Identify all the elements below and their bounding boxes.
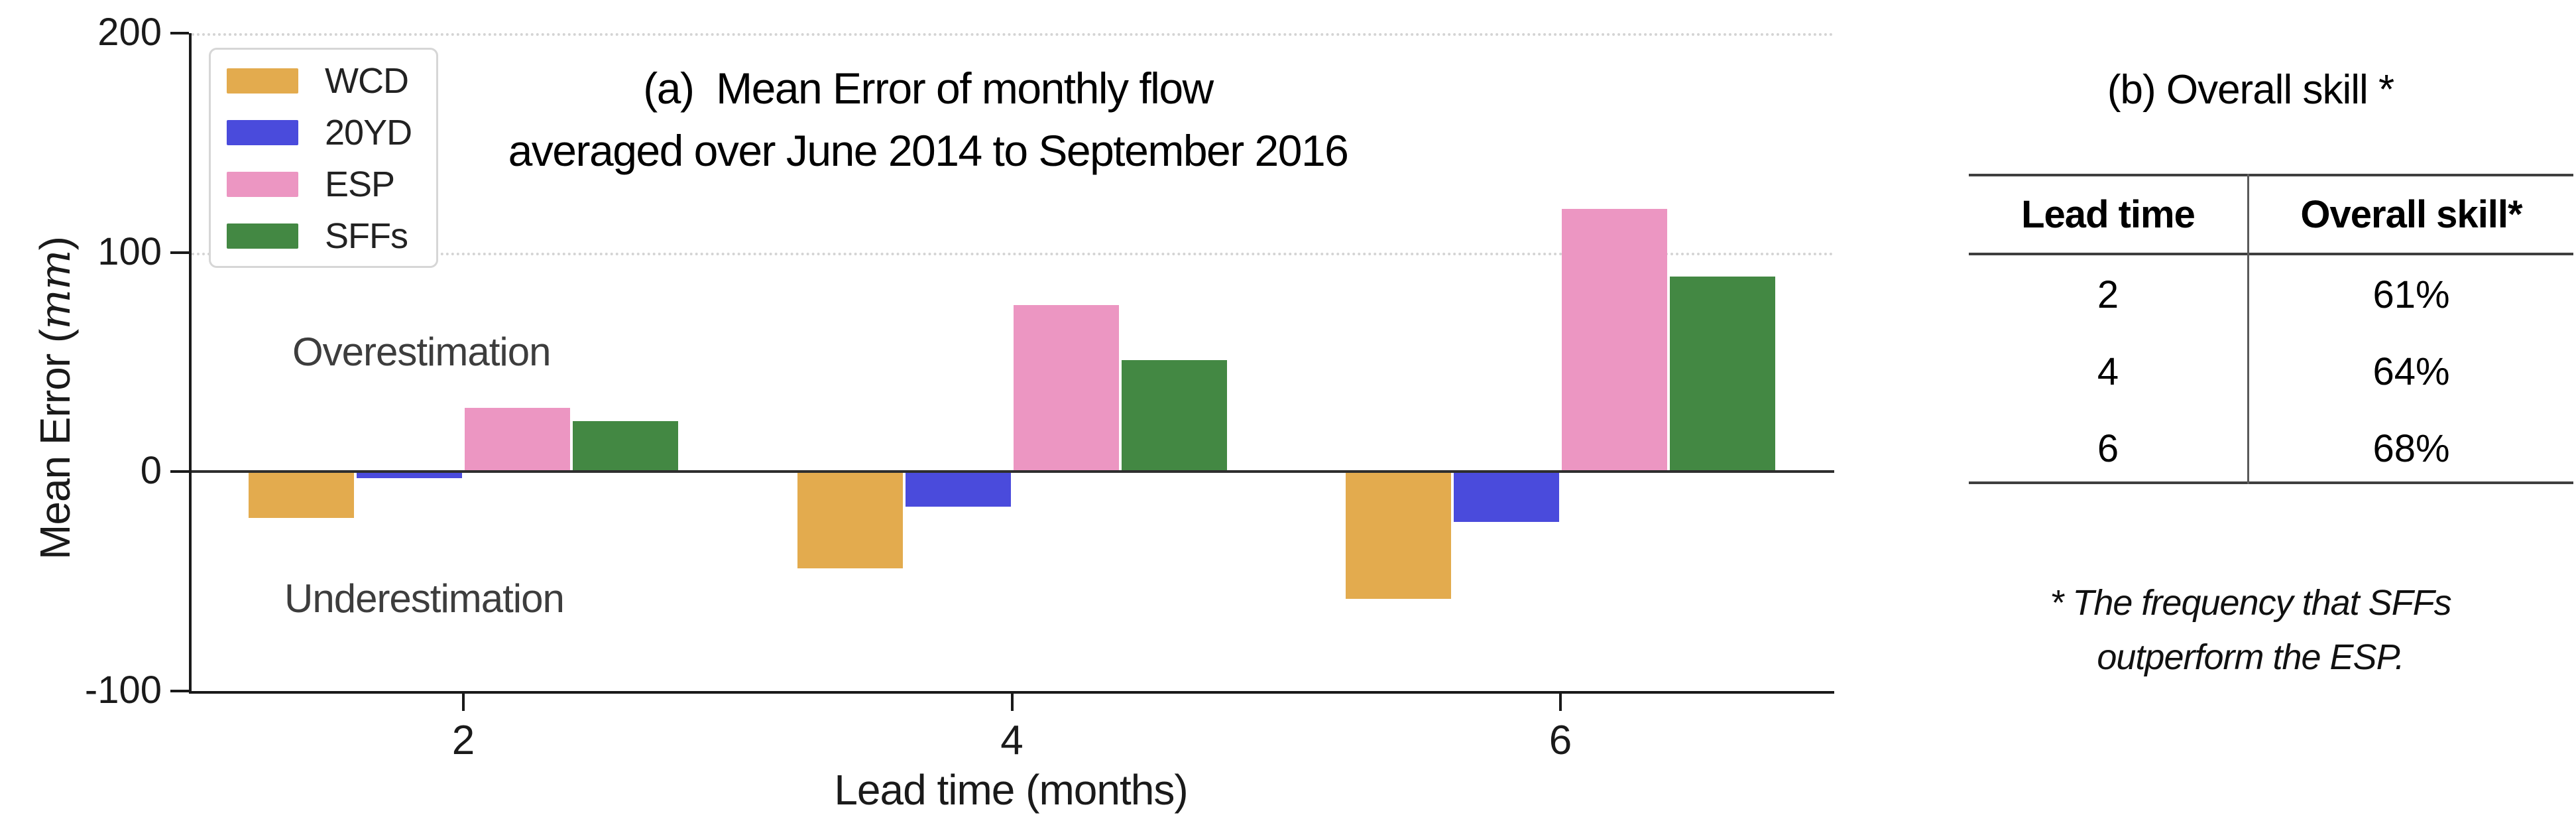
bar-esp-lead2 [465,408,570,472]
legend-swatch-20yd [227,120,298,145]
y-tick-mark--100 [170,690,189,692]
y-tick-label-100: 100 [97,229,162,273]
y-tick-label-0: 0 [140,449,162,493]
gridline-200 [192,33,1834,36]
x-axis-title: Lead time (months) [834,766,1188,814]
y-axis-title: Mean Error (mm) [30,236,80,560]
chart-title-line1: (a) Mean Error of monthly flow [643,64,1214,113]
table-header-overall-skill: Overall skill* [2300,192,2522,236]
legend-label-wcd: WCD [325,61,409,101]
legend-item-20yd: 20YD [211,107,436,159]
table-cell-skill-6: 68% [2372,426,2450,470]
legend-swatch-wcd [227,68,298,94]
y-tick-mark-0 [170,470,189,474]
y-tick-label-200: 200 [97,11,162,54]
legend-item-sffs: SFFs [211,210,436,262]
y-tick-label--100: -100 [84,668,162,712]
legend-item-esp: ESP [211,159,436,210]
table-footnote: * The frequency that SFFs outperform the… [1956,576,2546,684]
bar-20yd-lead2 [357,472,462,479]
x-tick-label-2: 2 [451,718,475,763]
legend-label-20yd: 20YD [325,113,412,153]
x-tick-mark-4 [1010,694,1014,711]
bar-sffs-lead4 [1121,359,1227,472]
y-tick-mark-200 [170,32,189,34]
footnote-line1: * The frequency that SFFs [2050,583,2451,623]
bar-20yd-lead4 [905,472,1011,507]
bar-wcd-lead6 [1346,472,1451,600]
table-top-border [1969,174,2573,176]
x-tick-mark-6 [1559,694,1562,711]
bar-sffs-lead2 [573,421,678,472]
overall-skill-table: Lead time Overall skill* 2 61% 4 64% 6 68% [1969,174,2573,484]
legend-swatch-esp [227,172,298,197]
bar-esp-lead4 [1013,305,1119,472]
x-tick-label-4: 4 [1000,718,1024,763]
bar-esp-lead6 [1562,208,1667,472]
overestimation-label: Overestimation [292,330,551,374]
bar-wcd-lead2 [249,472,354,518]
table-column-divider [2247,174,2249,484]
legend: WCD 20YD ESP SFFs [209,48,438,268]
legend-swatch-sffs [227,223,298,249]
legend-item-wcd: WCD [211,55,436,107]
bar-20yd-lead6 [1454,472,1559,523]
chart-title: (a) Mean Error of monthly flow averaged … [398,57,1458,182]
legend-label-sffs: SFFs [325,216,408,256]
table-cell-leadtime-4: 4 [2097,349,2119,393]
y-tick-mark-100 [170,251,189,254]
table-cell-leadtime-6: 6 [2097,426,2119,470]
plot-area: 200 100 0 -100 2 4 6 Overestimation Underesti… [85,13,1834,763]
table-header-separator [1969,253,2573,255]
legend-label-esp: ESP [325,164,395,204]
x-tick-label-6: 6 [1549,718,1572,763]
table-header-lead-time: Lead time [2021,192,2195,236]
bar-wcd-lead4 [797,472,903,568]
underestimation-label: Underestimation [284,576,565,621]
x-tick-mark-2 [462,694,465,711]
table-cell-skill-4: 64% [2372,349,2450,393]
table-cell-leadtime-2: 2 [2097,273,2119,316]
chart-title-line2: averaged over June 2014 to September 201… [508,126,1349,175]
panel-b-title: (b) Overall skill * [2107,67,2394,113]
gridline-100 [192,252,1834,255]
table-cell-skill-2: 61% [2372,273,2450,316]
zero-line [192,470,1834,474]
footnote-line2: outperform the ESP. [2097,637,2404,677]
bar-sffs-lead6 [1670,277,1775,472]
table-bottom-border [1969,481,2573,484]
